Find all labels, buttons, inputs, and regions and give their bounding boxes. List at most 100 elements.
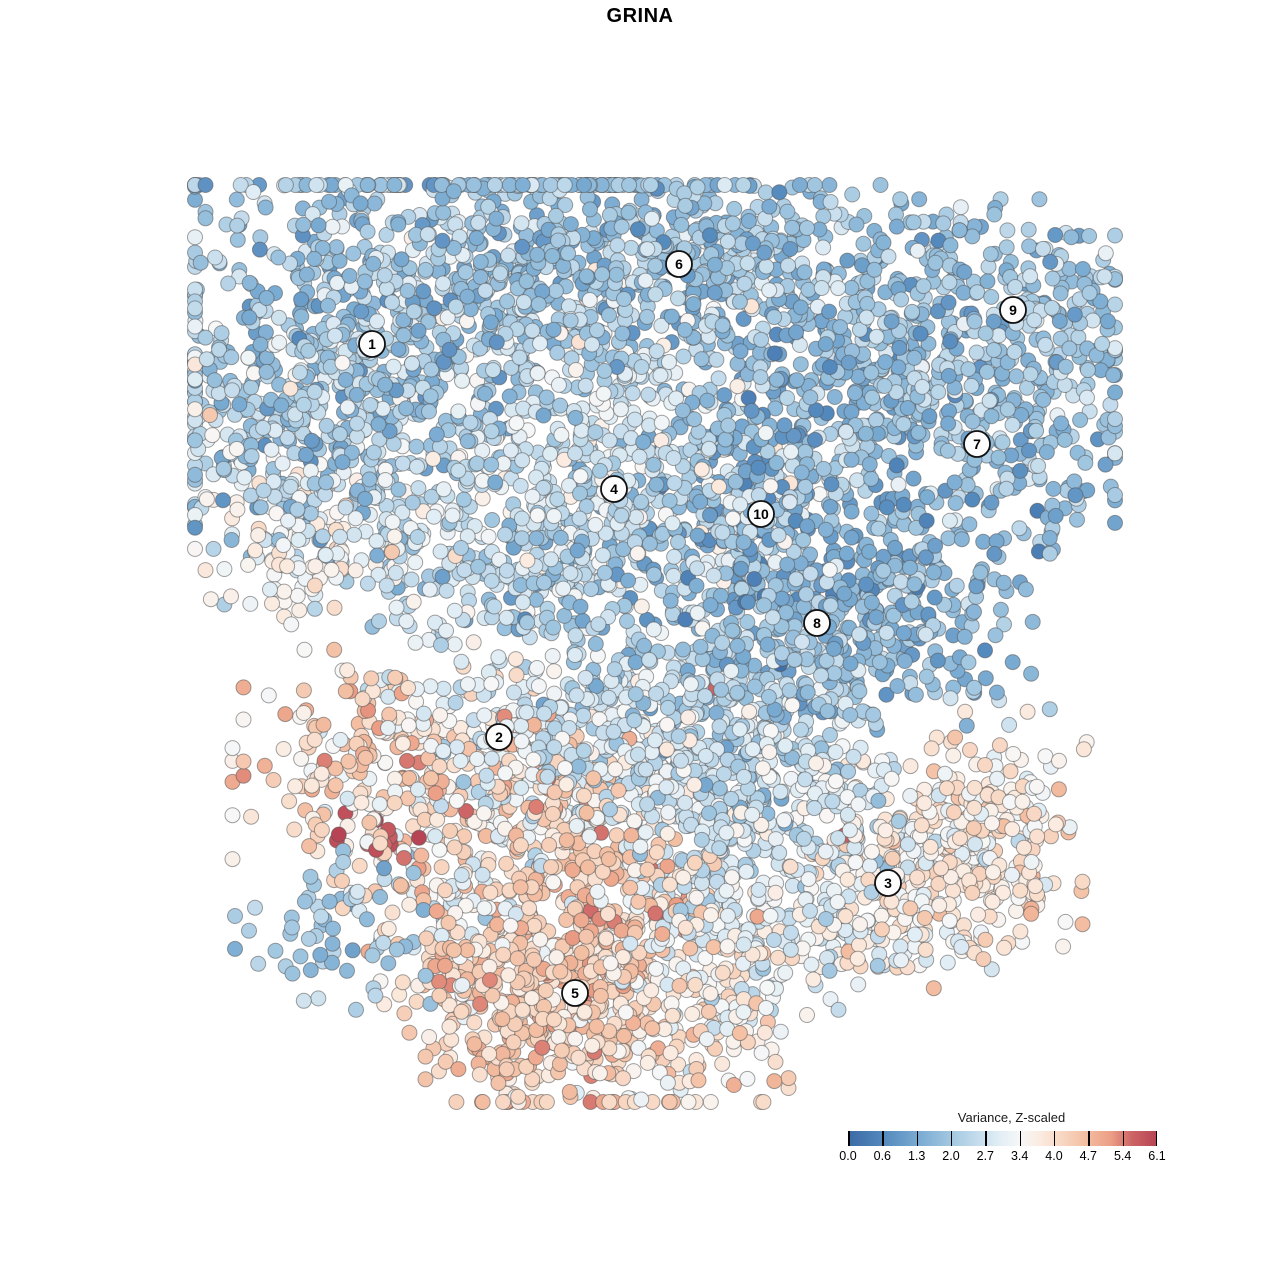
data-point [306,600,323,617]
data-point [623,239,640,256]
data-point [982,246,999,263]
data-point [384,904,401,921]
data-point [435,204,452,221]
data-point [960,654,977,671]
data-point [1107,296,1123,313]
data-point [265,772,282,788]
data-point [447,694,464,711]
data-point [213,325,230,342]
data-point [546,685,563,702]
data-point [1021,238,1038,255]
data-point [292,948,309,965]
data-point [977,931,994,948]
data-point [803,956,820,973]
data-point [332,731,349,748]
data-point [639,1054,656,1071]
data-point [339,662,356,679]
data-point [235,711,252,728]
data-point [441,1018,458,1035]
data-point [992,601,1009,618]
data-point [659,825,676,842]
data-point [947,729,964,746]
data-point [407,554,424,571]
data-point [659,1074,676,1091]
data-point [417,1071,434,1088]
data-point [243,379,259,396]
data-point [767,831,784,848]
data-point [567,647,583,663]
data-point [314,528,331,545]
data-point [746,678,763,695]
data-point [345,245,362,262]
data-point [187,229,203,246]
data-point [1038,444,1055,461]
data-point [890,813,907,830]
data-point [708,705,725,721]
data-point [474,490,491,507]
data-point [197,562,214,579]
data-point [671,977,688,994]
plot-title: GRINA [606,5,674,27]
data-point [435,275,452,292]
data-point [306,577,323,594]
data-point [863,364,880,381]
data-point [663,308,680,325]
data-point [547,282,564,299]
data-point [947,495,964,512]
data-point [1047,227,1064,243]
data-point [545,874,562,891]
data-point [326,599,343,616]
data-point [381,706,398,723]
data-point [628,509,645,526]
data-point [1028,778,1045,795]
data-point [708,351,725,368]
data-point [197,210,214,227]
data-point [223,532,240,548]
data-point [1107,227,1123,244]
data-point [855,235,872,252]
data-point [740,213,757,229]
data-point [390,216,407,233]
data-point [797,771,813,788]
data-point [224,851,241,868]
data-point [227,908,243,924]
data-point [608,827,625,844]
data-point [256,757,273,774]
data-point [289,587,306,604]
data-point [372,889,389,905]
data-point [411,829,427,846]
data-point [514,594,531,611]
data-point [301,838,318,855]
data-point [448,1094,465,1110]
data-point [396,1005,413,1022]
data-point [1057,913,1074,930]
data-point [1069,511,1085,528]
data-point [844,186,861,203]
data-point [351,857,368,874]
data-point [952,199,969,216]
data-point [216,561,233,577]
data-point [334,873,350,889]
data-point [1044,270,1061,287]
data-point [403,571,420,588]
data-point [998,239,1015,256]
data-point [806,177,823,193]
data-point [1074,873,1091,890]
data-point [777,964,794,981]
data-point [966,779,983,796]
data-point [562,312,579,329]
data-point [766,1073,783,1090]
data-point [670,290,686,307]
data-point [850,976,867,993]
data-point [241,922,257,939]
data-point [449,739,465,756]
data-point [399,752,415,769]
data-point [247,899,263,916]
data-point [346,526,363,543]
scatter-points [187,177,1123,1110]
data-point [839,252,856,269]
data-point [545,321,562,338]
data-point [542,445,559,462]
data-point [1019,703,1036,720]
